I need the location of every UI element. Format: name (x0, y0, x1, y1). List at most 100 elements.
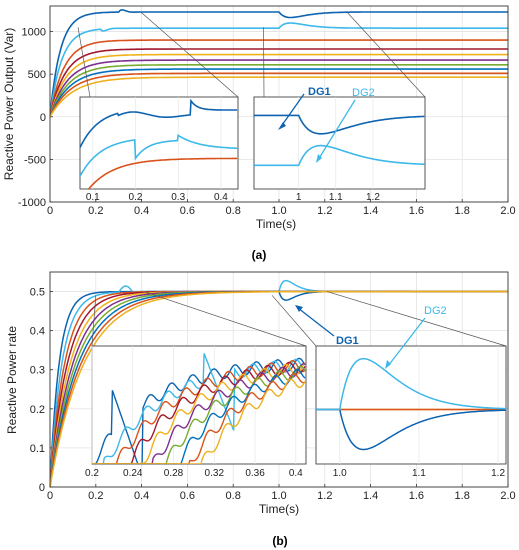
series-line (50, 76, 508, 118)
annotation-arrow-dg2 (387, 317, 426, 367)
inset-frame (315, 345, 507, 465)
x-tick-label: 0.8 (226, 205, 241, 217)
inset-series-line (87, 157, 238, 189)
x-tick-label: 1.4 (363, 490, 378, 502)
inset-series-group (80, 98, 238, 189)
inset-tick-label: 0.4 (289, 468, 303, 479)
inset-tick-label: 0.36 (245, 468, 265, 479)
series-line (50, 59, 508, 118)
x-axis-label-a: Time(s) (256, 217, 296, 231)
inset-tick-label: 1.2 (491, 468, 505, 479)
inset-frame (253, 96, 426, 190)
x-tick-label: 1.4 (363, 205, 378, 217)
inset-tick-label: 1.0 (333, 468, 347, 479)
annotation-arrow-dg1 (279, 93, 305, 129)
y-tick-label: 0.3 (30, 365, 45, 377)
y-tick-label: 0.2 (30, 404, 45, 416)
annotation-arrowhead-dg1 (295, 305, 303, 312)
inset-tick-label: 0.32 (205, 468, 225, 479)
annotation-dg1: DG1 (308, 86, 331, 98)
y-tick-label: -500 (24, 154, 46, 166)
zoom-connector (271, 295, 317, 347)
y-tick-label: 1000 (22, 27, 46, 39)
x-tick-label: 1.8 (455, 490, 470, 502)
series-line (50, 53, 508, 117)
series-line (50, 9, 508, 117)
y-tick-label: 0 (39, 482, 45, 494)
series-group-a (50, 9, 508, 118)
x-tick-label: 1.6 (409, 205, 424, 217)
series-line (50, 68, 508, 118)
inset-tick-label: 0.4 (214, 192, 228, 203)
x-tick-label: 0.4 (134, 490, 149, 502)
inset-series-line (92, 373, 306, 464)
series-line (50, 72, 508, 118)
annotation-dg1: DG1 (336, 335, 359, 347)
x-tick-label: 1.2 (317, 490, 332, 502)
x-tick-label: 0.6 (180, 205, 195, 217)
chart-panel-b: 0 0.2 0.4 0.6 0.8 1.0 1.2 1.4 1.6 1.8 2.000.10.20.… (5, 271, 516, 516)
y-tick-label: -1000 (18, 197, 46, 209)
y-axis-label-b: Reactive Power rate (5, 326, 19, 434)
inset-series-line (92, 361, 306, 464)
inset-series-group (92, 353, 306, 464)
zoom-connector (326, 291, 507, 347)
inset-series-line (94, 357, 306, 464)
x-tick-label: 2.0 (500, 490, 515, 502)
inset-series-line (254, 114, 425, 135)
x-tick-label: 1.0 (271, 205, 286, 217)
inset-series-line (80, 98, 238, 148)
x-tick-label: 0.6 (180, 490, 195, 502)
x-tick-label: 0 (47, 490, 53, 502)
y-tick-label: 0 (40, 112, 46, 124)
zoom-connector (77, 27, 91, 98)
inset-tick-label: 0.2 (85, 468, 99, 479)
annotation-dg2: DG2 (424, 305, 447, 317)
series-group-b (50, 279, 508, 487)
annotation-arrow-dg2 (317, 99, 356, 161)
plot-border-b (49, 271, 509, 488)
inset-series-line (316, 357, 506, 411)
annotation-dg2: DG2 (352, 87, 375, 99)
inset-tick-label: 0.2 (129, 192, 143, 203)
inset-tick-label: 0.1 (86, 192, 100, 203)
x-tick-label: 1.6 (409, 490, 424, 502)
x-tick-label: 0.8 (226, 490, 241, 502)
panel-label-b: (b) (272, 534, 287, 548)
plot-border-a (49, 5, 509, 203)
inset-series-line (92, 362, 306, 464)
series-line (50, 39, 508, 117)
x-axis-label-b: Time(s) (259, 502, 299, 516)
inset-tick-label: 0.3 (171, 192, 185, 203)
inset-series-line (92, 362, 306, 464)
zoom-connector (91, 295, 97, 347)
x-tick-label: 2.0 (500, 205, 515, 217)
inset-series-line (316, 408, 506, 451)
y-tick-label: 0.1 (30, 443, 45, 455)
annotation-arrowhead-dg2 (316, 154, 322, 163)
inset-tick-label: 1 (296, 192, 302, 203)
x-tick-label: 0 (47, 205, 53, 217)
inset-tick-label: 1.1 (329, 192, 343, 203)
x-tick-label: 1.2 (317, 205, 332, 217)
x-tick-label: 1.0 (271, 490, 286, 502)
x-tick-label: 1.8 (455, 205, 470, 217)
series-line (50, 290, 508, 487)
y-tick-label: 0.4 (30, 326, 45, 338)
zoom-connector (140, 11, 239, 98)
chart-panel-a: 0 0.2 0.4 0.6 0.8 1.0 1.2 1.4 1.6 1.8 2.0 -1000 -500… (2, 5, 516, 231)
x-tick-label: 0.2 (88, 490, 103, 502)
inset-tick-label: 1.1 (412, 468, 426, 479)
y-tick-label: 500 (28, 69, 46, 81)
series-line (50, 64, 508, 118)
inset-series-group (254, 114, 425, 167)
y-axis-label-a: Reactive Power Output (Var) (2, 28, 16, 181)
y-tick-label: 0.5 (30, 287, 45, 299)
series-line (50, 22, 508, 117)
annotation-arrowhead-dg2 (385, 360, 391, 369)
inset-tick-label: 0.24 (123, 468, 143, 479)
inset-series-line (254, 144, 425, 167)
x-tick-label: 0.4 (134, 205, 149, 217)
series-line (50, 48, 508, 117)
